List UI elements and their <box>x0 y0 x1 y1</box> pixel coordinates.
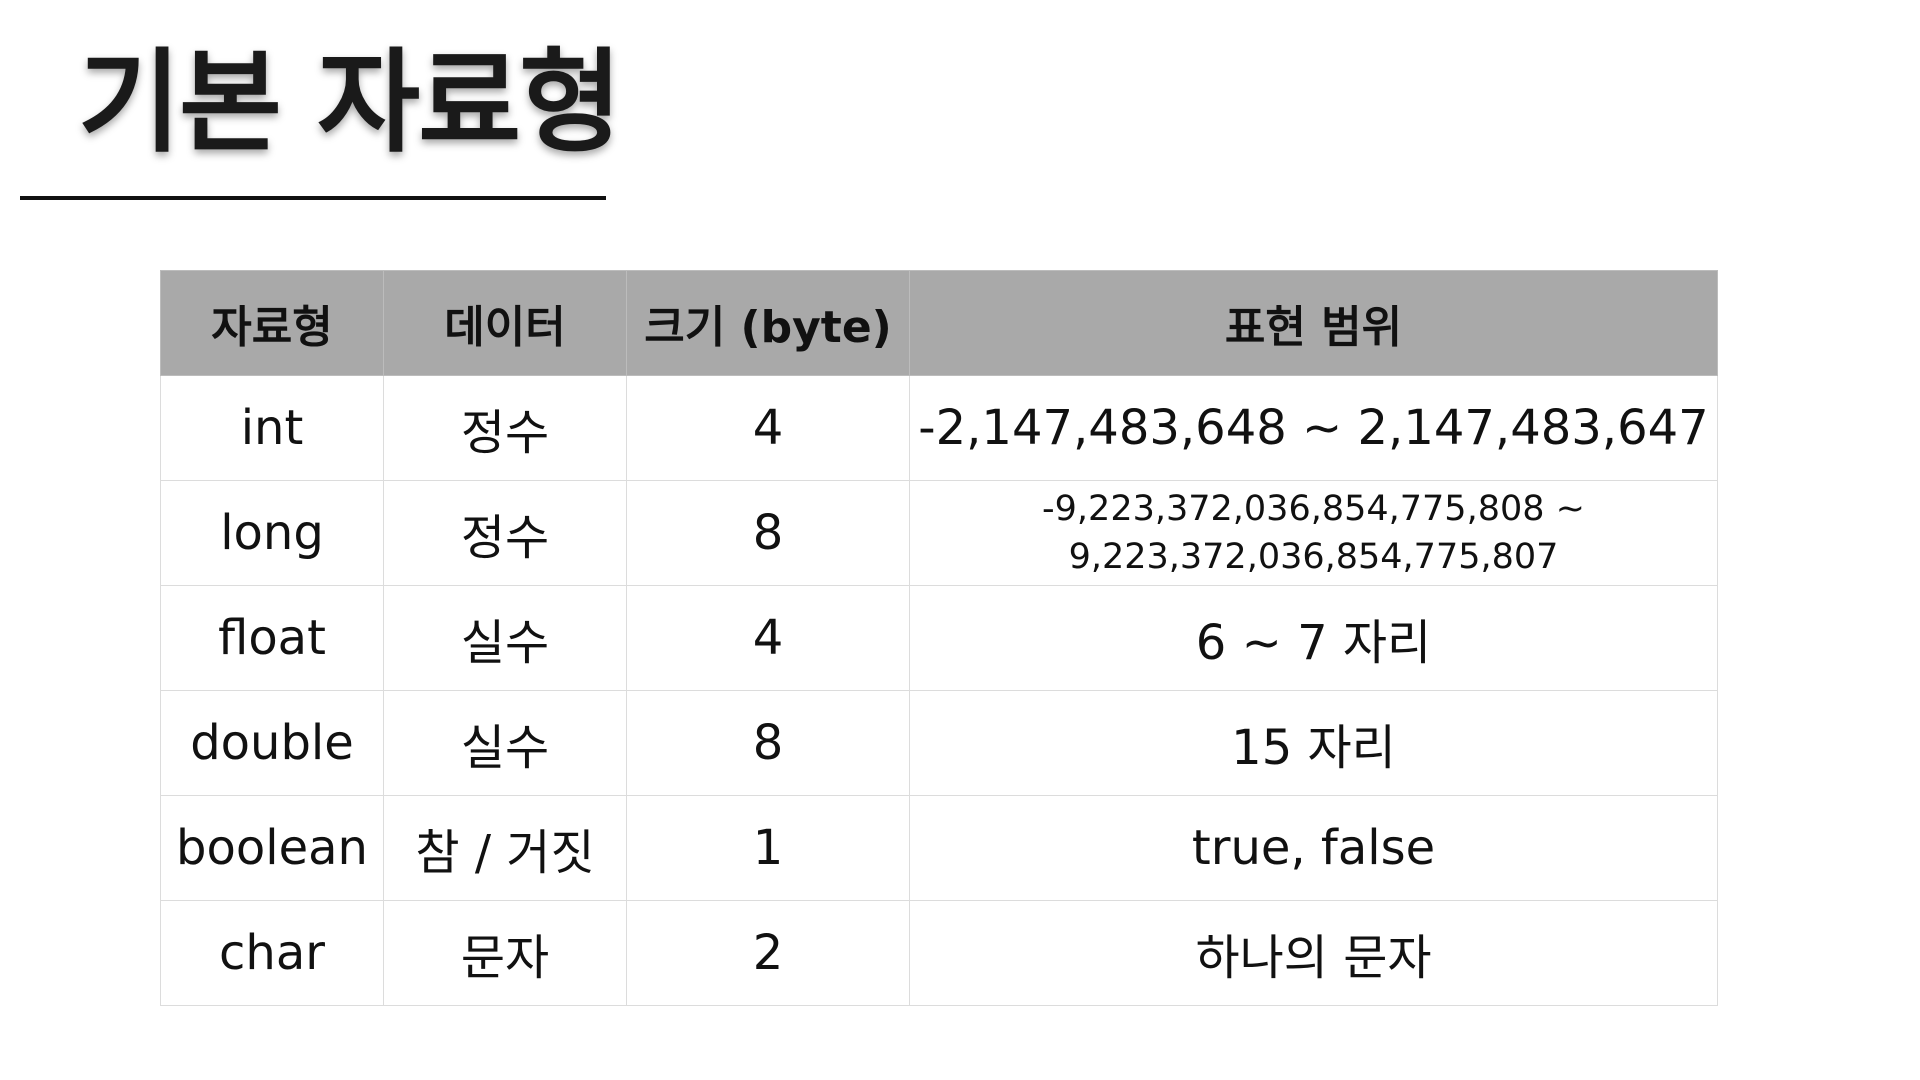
cell-size: 4 <box>626 375 910 481</box>
cell-range: -9,223,372,036,854,775,808 ~ 9,223,372,0… <box>909 480 1718 586</box>
cell-data: 실수 <box>383 585 627 691</box>
table-row: float 실수 4 6 ~ 7 자리 <box>160 585 1718 691</box>
data-types-table: 자료형 데이터 크기 (byte) 표현 범위 int 정수 4 -2,147,… <box>160 270 1718 1006</box>
cell-range: 6 ~ 7 자리 <box>909 585 1718 691</box>
cell-data: 정수 <box>383 480 627 586</box>
cell-type: double <box>160 690 384 796</box>
cell-data: 실수 <box>383 690 627 796</box>
cell-range: 하나의 문자 <box>909 900 1718 1006</box>
table-row: char 문자 2 하나의 문자 <box>160 900 1718 1006</box>
cell-size: 8 <box>626 690 910 796</box>
cell-size: 4 <box>626 585 910 691</box>
page-title: 기본 자료형 <box>78 38 622 168</box>
cell-data: 참 / 거짓 <box>383 795 627 901</box>
range-line-1: -9,223,372,036,854,775,808 ~ <box>1042 489 1585 529</box>
cell-range: true, false <box>909 795 1718 901</box>
header-size: 크기 (byte) <box>626 270 910 376</box>
cell-size: 2 <box>626 900 910 1006</box>
cell-type: float <box>160 585 384 691</box>
header-range: 표현 범위 <box>909 270 1718 376</box>
table-row: double 실수 8 15 자리 <box>160 690 1718 796</box>
cell-type: int <box>160 375 384 481</box>
cell-type: char <box>160 900 384 1006</box>
range-line-2: 9,223,372,036,854,775,807 <box>1068 537 1559 577</box>
cell-size: 8 <box>626 480 910 586</box>
table-header-row: 자료형 데이터 크기 (byte) 표현 범위 <box>160 270 1718 376</box>
cell-size: 1 <box>626 795 910 901</box>
table-row: boolean 참 / 거짓 1 true, false <box>160 795 1718 901</box>
header-type: 자료형 <box>160 270 384 376</box>
cell-range: -2,147,483,648 ~ 2,147,483,647 <box>909 375 1718 481</box>
table-row: int 정수 4 -2,147,483,648 ~ 2,147,483,647 <box>160 375 1718 481</box>
table-row: long 정수 8 -9,223,372,036,854,775,808 ~ 9… <box>160 480 1718 586</box>
cell-data: 문자 <box>383 900 627 1006</box>
cell-type: boolean <box>160 795 384 901</box>
cell-type: long <box>160 480 384 586</box>
cell-data: 정수 <box>383 375 627 481</box>
header-data: 데이터 <box>383 270 627 376</box>
cell-range: 15 자리 <box>909 690 1718 796</box>
title-underline <box>20 196 606 200</box>
